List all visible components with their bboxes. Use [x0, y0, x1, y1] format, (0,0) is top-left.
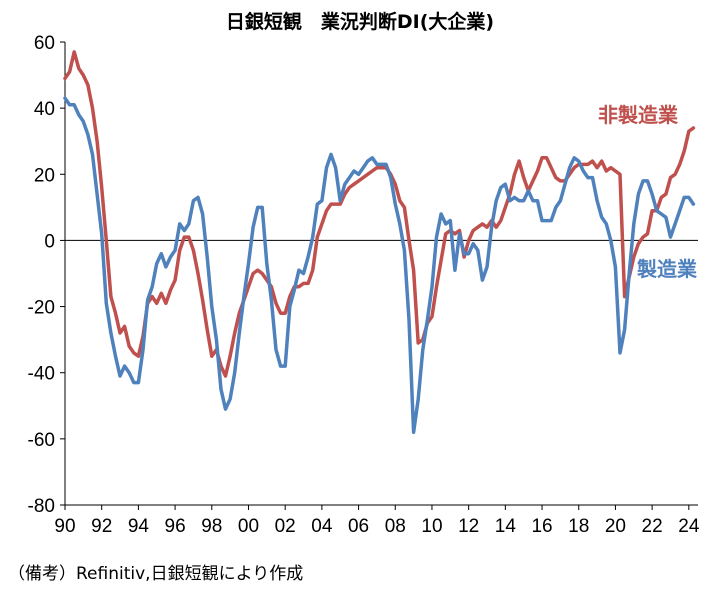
y-axis: 60 40 20 0 -20 -40 -60 -80 [28, 33, 66, 517]
y-tick-label: -80 [28, 496, 55, 517]
y-tick-label: -60 [28, 430, 55, 451]
x-tick-label: 96 [165, 516, 186, 537]
y-tick-label: 40 [34, 99, 55, 120]
x-tick-label: 10 [421, 516, 442, 537]
chart-title: 日銀短観 業況判断DI(大企業) [226, 10, 494, 33]
series-label-non-manufacturing: 非製造業 [598, 103, 679, 127]
x-tick-label: 02 [275, 516, 296, 537]
series-label-manufacturing: 製造業 [637, 257, 698, 281]
x-tick-label: 24 [678, 516, 700, 537]
y-tick-label: 0 [44, 231, 55, 252]
series-line-manufacturing [63, 96, 696, 434]
x-axis: 90 92 94 96 98 00 02 04 06 08 10 12 14 16 18 20 22 24 [54, 239, 700, 537]
y-tick-label: -20 [28, 298, 55, 319]
x-tick-label: 90 [54, 516, 75, 537]
x-tick-label: 04 [311, 516, 333, 537]
source-note: （備考）Refinitiv,日銀短観により作成 [8, 564, 303, 584]
y-tick-label: 60 [34, 33, 55, 54]
series-line-non-manufacturing [63, 50, 696, 378]
x-tick-label: 94 [128, 516, 150, 537]
x-tick-label: 18 [568, 516, 589, 537]
plot-lines [63, 50, 696, 434]
x-tick-label: 06 [348, 516, 369, 537]
y-tick-label: -40 [28, 364, 55, 385]
x-tick-label: 92 [91, 516, 112, 537]
x-tick-label: 16 [531, 516, 552, 537]
x-tick-label: 00 [238, 516, 259, 537]
x-tick-label: 12 [458, 516, 479, 537]
x-tick-label: 98 [201, 516, 222, 537]
x-tick-label: 08 [385, 516, 406, 537]
x-tick-label: 22 [642, 516, 663, 537]
x-tick-label: 14 [495, 516, 517, 537]
x-tick-label: 20 [605, 516, 626, 537]
y-tick-label: 20 [34, 165, 55, 186]
